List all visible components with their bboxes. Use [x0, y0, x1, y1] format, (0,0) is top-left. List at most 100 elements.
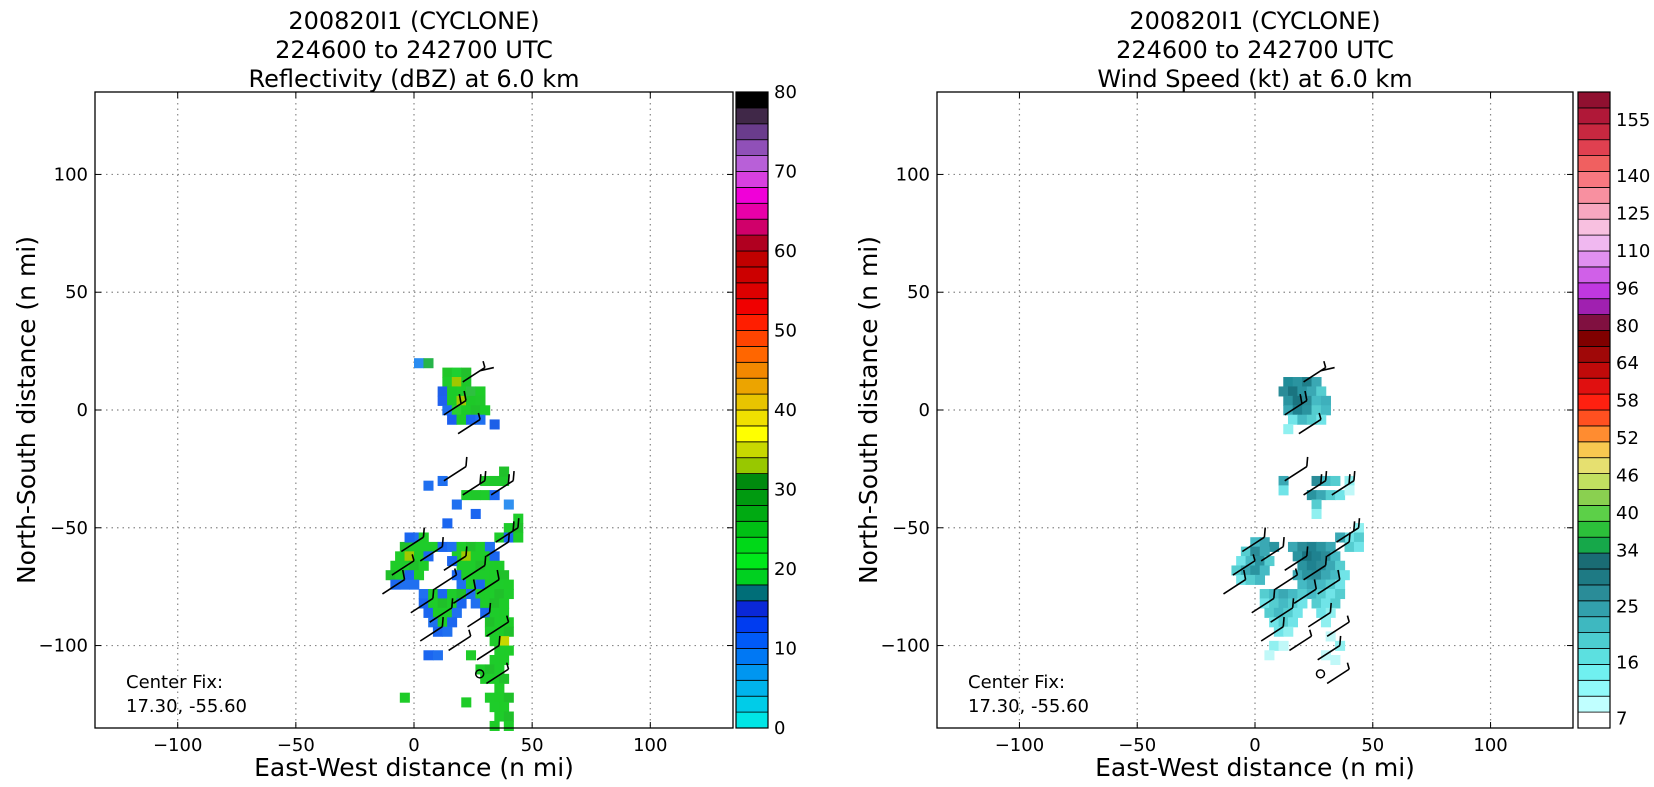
- data-cell: [1292, 570, 1303, 581]
- data-cell: [451, 405, 462, 416]
- wind-barb-flag: [1273, 588, 1276, 599]
- wind-barb-staff: [1223, 578, 1247, 595]
- colorbar-swatch: [735, 377, 769, 395]
- wind-barb-staff: [1298, 418, 1322, 435]
- colorbar-swatch: [1577, 695, 1611, 713]
- data-cell: [480, 570, 491, 581]
- data-cell: [475, 579, 486, 590]
- colorbar-swatch: [1577, 616, 1611, 634]
- data-cell: [1306, 490, 1317, 501]
- wind-barb-flag: [1353, 471, 1356, 481]
- wind-barb: [1307, 602, 1332, 628]
- data-cell: [484, 664, 495, 675]
- data-cell: [484, 589, 495, 600]
- wind-barb: [1284, 390, 1308, 416]
- wind-barb-flag: [517, 518, 520, 528]
- data-cell: [1259, 565, 1270, 576]
- center-fix-annotation: Center Fix:: [968, 672, 1065, 693]
- y-tick-label: 50: [907, 282, 930, 303]
- data-cell: [470, 570, 481, 581]
- wind-barb: [1303, 471, 1328, 496]
- data-cell: [451, 499, 462, 510]
- colorbar-swatch: [735, 250, 769, 268]
- data-cell: [1311, 499, 1322, 510]
- wind-barb: [1317, 635, 1342, 661]
- data-cell: [1311, 551, 1322, 562]
- data-cell: [418, 532, 429, 543]
- data-cell: [1269, 640, 1280, 651]
- wind-barb-flag: [496, 569, 500, 580]
- x-tick-label: 0: [1249, 735, 1260, 756]
- data-cell: [451, 377, 462, 388]
- colorbar-swatch: [1577, 568, 1611, 586]
- data-cell: [1292, 405, 1303, 416]
- wind-barb-flag: [1348, 474, 1351, 484]
- data-cell: [456, 386, 467, 397]
- colorbar-tick-label: 60: [774, 241, 797, 262]
- data-cell: [1316, 579, 1327, 590]
- data-cell: [1330, 475, 1341, 486]
- data-cell: [461, 405, 472, 416]
- data-cell: [447, 395, 458, 406]
- wind-barb-staff: [485, 668, 509, 685]
- colorbar-swatch: [735, 186, 769, 204]
- data-cell: [1231, 565, 1242, 576]
- data-cell: [1335, 589, 1346, 600]
- colorbar-tick-label: 155: [1616, 110, 1650, 131]
- data-cell: [494, 560, 505, 571]
- colorbar-swatch: [735, 648, 769, 665]
- wind-barb: [1223, 569, 1247, 595]
- colorbar-tick-label: 30: [774, 480, 797, 501]
- wind-barb-flag: [401, 569, 406, 580]
- data-cell: [456, 541, 467, 552]
- y-tick-label: 0: [77, 400, 88, 421]
- colorbar-swatch: [1577, 282, 1611, 300]
- data-cell: [499, 475, 510, 487]
- colorbar-tick-label: 20: [774, 559, 797, 580]
- data-cell: [1311, 405, 1322, 416]
- data-cell: [1330, 598, 1341, 609]
- data-cell: [1302, 377, 1313, 388]
- data-cell: [465, 589, 477, 600]
- data-cell: [480, 607, 491, 618]
- data-cell: [447, 414, 458, 425]
- data-cell: [1320, 395, 1331, 406]
- colorbar-swatch: [1577, 584, 1611, 602]
- data-cell: [494, 692, 505, 703]
- colorbar-swatch: [1577, 345, 1611, 363]
- data-cell: [489, 570, 500, 581]
- data-cell: [461, 697, 472, 708]
- data-cell: [404, 532, 415, 543]
- data-cell: [484, 560, 495, 571]
- wind-barb: [485, 615, 510, 637]
- data-cell: [499, 598, 510, 609]
- data-cell: [442, 367, 453, 378]
- data-cell: [1287, 414, 1298, 425]
- chart-title-line: 224600 to 242700 UTC: [1116, 36, 1394, 64]
- data-cell: [414, 358, 425, 369]
- data-cell: [1320, 570, 1331, 581]
- colorbar-swatch: [735, 139, 769, 156]
- data-cell: [442, 626, 453, 637]
- data-cell: [437, 386, 448, 397]
- colorbar-swatch: [1577, 600, 1611, 618]
- wind-barb-staff: [443, 399, 467, 416]
- wind-barb-flag: [1299, 393, 1303, 404]
- data-cell: [1306, 414, 1317, 425]
- data-cell: [1278, 485, 1289, 496]
- wind-barb: [1251, 588, 1276, 614]
- data-cell: [414, 551, 425, 562]
- data-cell: [470, 490, 481, 501]
- data-cell: [1264, 607, 1275, 618]
- wind-barb-flag: [1357, 518, 1361, 528]
- data-cell: [428, 541, 439, 552]
- colorbar-swatch: [1577, 489, 1611, 506]
- data-cell: [1292, 607, 1303, 618]
- wind-barb: [1284, 456, 1309, 482]
- data-cell: [484, 617, 495, 628]
- data-cell: [447, 589, 458, 600]
- wind-barb-flag: [1352, 521, 1356, 531]
- data-cell: [409, 541, 420, 552]
- data-cell: [470, 508, 481, 519]
- colorbar-swatch: [735, 282, 769, 300]
